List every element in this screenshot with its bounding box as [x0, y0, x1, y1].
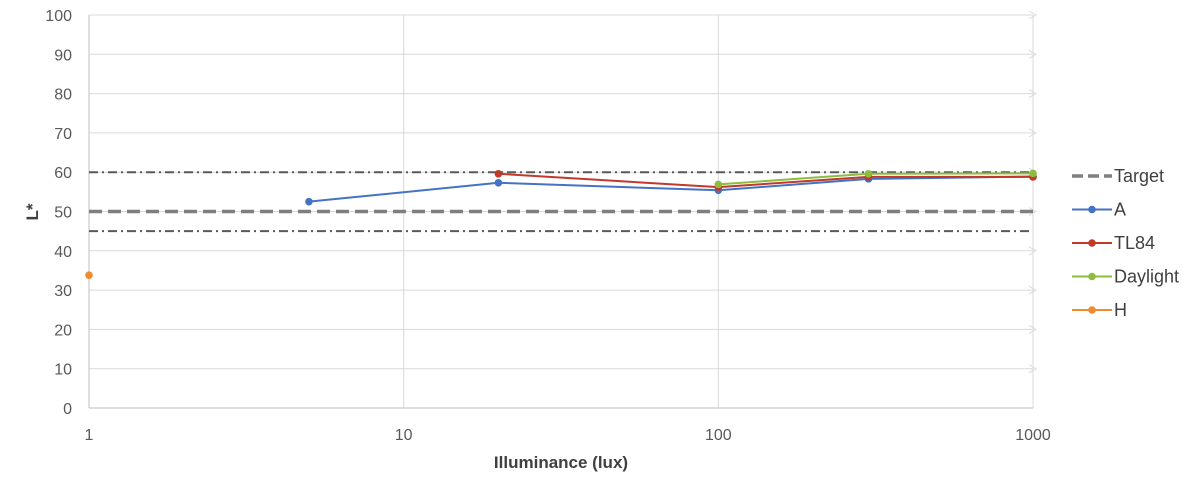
y-tick-label: 40	[54, 244, 72, 261]
legend-label-h: H	[1114, 300, 1127, 320]
x-tick-label: 100	[705, 427, 732, 444]
y-tick-label: 30	[54, 283, 72, 300]
legend: Target A TL84 Daylight H	[1072, 166, 1179, 320]
x-tick-label: 1000	[1015, 427, 1051, 444]
y-tick-labels: 0 10 20 30 40 50 60 70 80 90 100	[45, 8, 72, 418]
y-tick-label: 10	[54, 362, 72, 379]
y-tick-label: 70	[54, 126, 72, 143]
y-tick-label: 100	[45, 8, 72, 25]
x-tick-label: 10	[395, 427, 413, 444]
y-tick-label: 0	[63, 401, 72, 418]
legend-marker-tl84	[1088, 239, 1096, 247]
reference-lines	[89, 171, 1033, 233]
y-tick-label: 60	[54, 165, 72, 182]
gridline-arrow-marker	[1028, 285, 1038, 295]
data-point-tl84	[494, 169, 503, 178]
gridline-arrow-marker	[1028, 207, 1038, 216]
y-tick-label: 90	[54, 47, 72, 64]
data-point-a	[305, 197, 313, 206]
x-axis-title: Illuminance (lux)	[494, 453, 628, 472]
y-tick-label: 80	[54, 87, 72, 104]
data-point-a	[494, 179, 503, 187]
gridline-arrow-marker	[1028, 324, 1038, 334]
legend-label-a: A	[1114, 200, 1126, 220]
gridline-arrow-marker	[1028, 364, 1038, 374]
gridline-arrow-marker	[1028, 89, 1038, 99]
legend-marker-daylight	[1088, 272, 1096, 281]
series-line-a	[308, 175, 1034, 203]
data-series	[85, 169, 1037, 279]
legend-marker-h	[1088, 306, 1096, 314]
legend-label-tl84: TL84	[1114, 233, 1155, 253]
data-point-daylight	[864, 169, 873, 178]
gridline-arrow-marker	[1028, 128, 1038, 138]
y-tick-label: 20	[54, 322, 72, 339]
gridline-arrow-marker	[1028, 246, 1038, 256]
legend-label-target: Target	[1114, 166, 1164, 186]
grid-lines	[88, 10, 1038, 409]
gridline-arrow-marker	[1028, 10, 1038, 20]
y-axis-title: L*	[23, 203, 42, 220]
legend-label-daylight: Daylight	[1114, 267, 1179, 287]
x-tick-labels: 1 10 100 1000	[85, 427, 1051, 444]
data-point-daylight	[1029, 169, 1037, 178]
gridline-arrow-marker	[1028, 49, 1038, 59]
x-tick-label: 1	[85, 427, 94, 444]
series-line-tl84	[498, 172, 1033, 189]
y-tick-label: 50	[54, 205, 72, 222]
data-point-daylight	[714, 180, 723, 189]
data-point-h	[85, 271, 93, 279]
legend-marker-a	[1088, 205, 1096, 214]
